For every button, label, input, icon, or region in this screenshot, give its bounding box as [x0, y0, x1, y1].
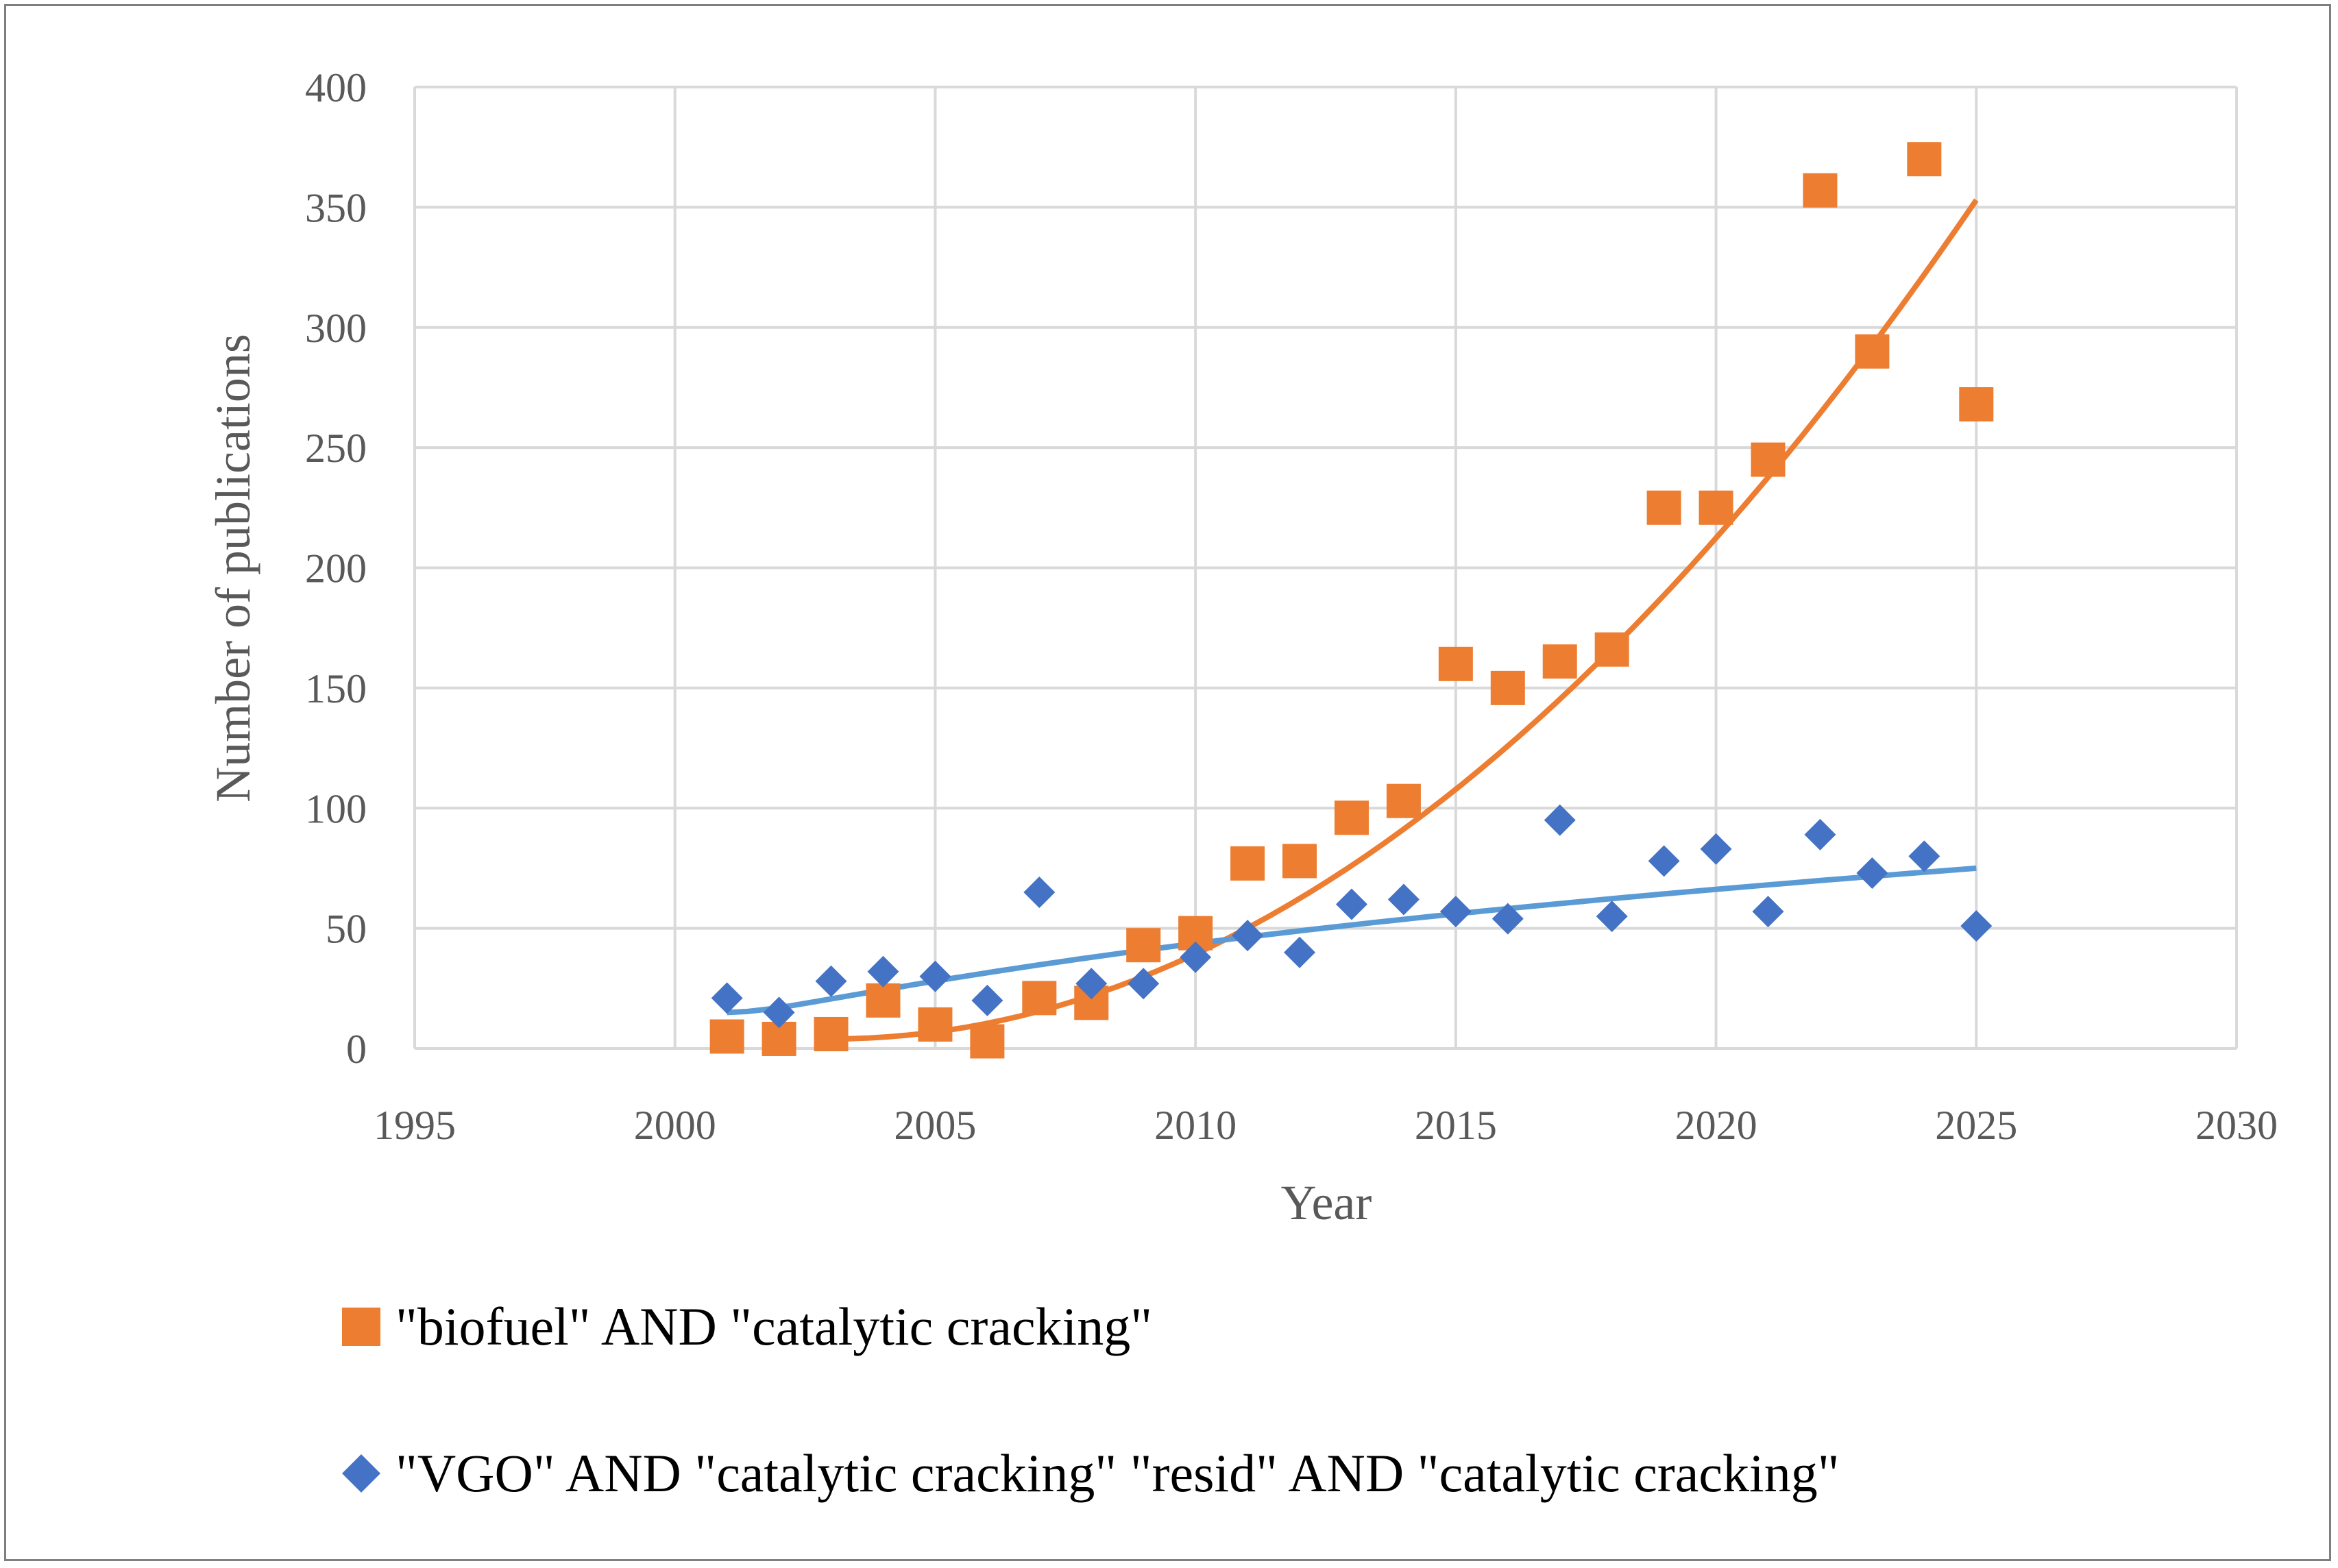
legend-label-vgo-resid: "VGO" AND "catalytic cracking" "resid" A…	[395, 1443, 1840, 1503]
vgo-resid-point	[919, 960, 951, 992]
vgo-resid-point	[1856, 857, 1888, 889]
vgo-resid-point	[1804, 818, 1836, 850]
biofuel-point	[918, 1007, 953, 1042]
scatter-chart: 0 50 100 150 200 250 300 350 400 1995 2000 2005 201…	[206, 65, 2278, 1230]
data-points	[709, 142, 1994, 1059]
biofuel-point	[1386, 783, 1421, 818]
biofuel-point	[1698, 490, 1733, 525]
biofuel-point	[1334, 800, 1369, 835]
vgo-resid-point	[1752, 896, 1784, 928]
vgo-resid-point	[1491, 903, 1524, 935]
y-tick-label: 50	[326, 907, 367, 952]
biofuel-point	[1751, 442, 1786, 477]
biofuel-point	[1022, 981, 1057, 1016]
square-marker-icon	[342, 1308, 380, 1346]
x-tick-label: 2025	[1935, 1103, 2017, 1148]
y-tick-label: 200	[305, 546, 367, 591]
biofuel-point	[1959, 387, 1994, 421]
trendline-biofuel	[831, 198, 1979, 1042]
vgo-resid-point	[1232, 920, 1264, 952]
x-tick-label: 2005	[894, 1103, 976, 1148]
biofuel-point	[866, 983, 901, 1018]
vgo-resid-point	[1596, 901, 1628, 933]
x-tick-label: 2030	[2195, 1103, 2278, 1148]
vgo-resid-point	[1648, 845, 1680, 877]
biofuel-point	[709, 1019, 744, 1054]
y-tick-label: 350	[305, 185, 367, 230]
vgo-resid-point	[1439, 896, 1472, 928]
y-tick-labels: 0 50 100 150 200 250 300 350 400	[305, 65, 367, 1072]
y-axis-title: Number of publications	[206, 334, 260, 803]
vgo-resid-point	[971, 984, 1003, 1016]
y-tick-label: 250	[305, 426, 367, 471]
vgo-resid-point	[1128, 968, 1160, 1000]
y-tick-label: 100	[305, 786, 367, 831]
legend-entry-biofuel: "biofuel" AND "catalytic cracking"	[342, 1296, 1152, 1358]
biofuel-point	[1855, 334, 1890, 369]
biofuel-point	[1490, 670, 1525, 705]
y-tick-label: 150	[305, 666, 367, 711]
vgo-resid-point	[815, 965, 847, 997]
biofuel-point	[1542, 644, 1577, 679]
vgo-resid-point	[1023, 877, 1056, 909]
biofuel-point	[1230, 846, 1265, 881]
x-tick-label: 2010	[1154, 1103, 1237, 1148]
x-axis-title: Year	[1281, 1175, 1372, 1230]
x-tick-label: 2000	[634, 1103, 716, 1148]
vgo-resid-point	[1387, 883, 1420, 916]
biofuel-point	[1594, 632, 1629, 667]
y-tick-label: 0	[346, 1027, 367, 1072]
x-tick-label: 2015	[1415, 1103, 1497, 1148]
vgo-resid-point	[1335, 888, 1367, 920]
vgo-resid-point	[1180, 941, 1212, 973]
biofuel-point	[1907, 142, 1942, 177]
vgo-resid-point	[1700, 833, 1732, 865]
y-tick-label: 300	[305, 306, 367, 351]
vgo-resid-point	[711, 982, 743, 1014]
biofuel-point	[970, 1024, 1005, 1059]
chart-frame: 0 50 100 150 200 250 300 350 400 1995 2000 2005 201…	[4, 4, 2331, 1561]
biofuel-point	[1126, 928, 1161, 963]
x-tick-labels: 1995 2000 2005 2010 2015 2020 2025 2030	[374, 1103, 2278, 1148]
vgo-resid-point	[867, 955, 899, 988]
vgo-resid-point	[763, 996, 795, 1029]
biofuel-point	[1282, 844, 1317, 879]
x-tick-label: 1995	[374, 1103, 456, 1148]
diamond-marker-icon	[342, 1454, 380, 1493]
vgo-resid-point	[1284, 936, 1316, 968]
biofuel-point	[1438, 646, 1473, 681]
vgo-resid-point	[1908, 840, 1940, 872]
vgo-resid-point	[1075, 968, 1108, 1000]
x-tick-label: 2020	[1675, 1103, 1757, 1148]
legend-entry-vgo-resid: "VGO" AND "catalytic cracking" "resid" A…	[342, 1443, 1840, 1504]
biofuel-point	[814, 1016, 849, 1051]
legend-label-biofuel: "biofuel" AND "catalytic cracking"	[395, 1297, 1153, 1356]
vgo-resid-point	[1960, 910, 1993, 942]
vgo-resid-point	[1544, 804, 1576, 836]
gridlines	[413, 86, 2238, 1050]
biofuel-point	[1646, 490, 1681, 525]
y-tick-label: 400	[305, 65, 367, 110]
biofuel-point	[1803, 173, 1838, 208]
